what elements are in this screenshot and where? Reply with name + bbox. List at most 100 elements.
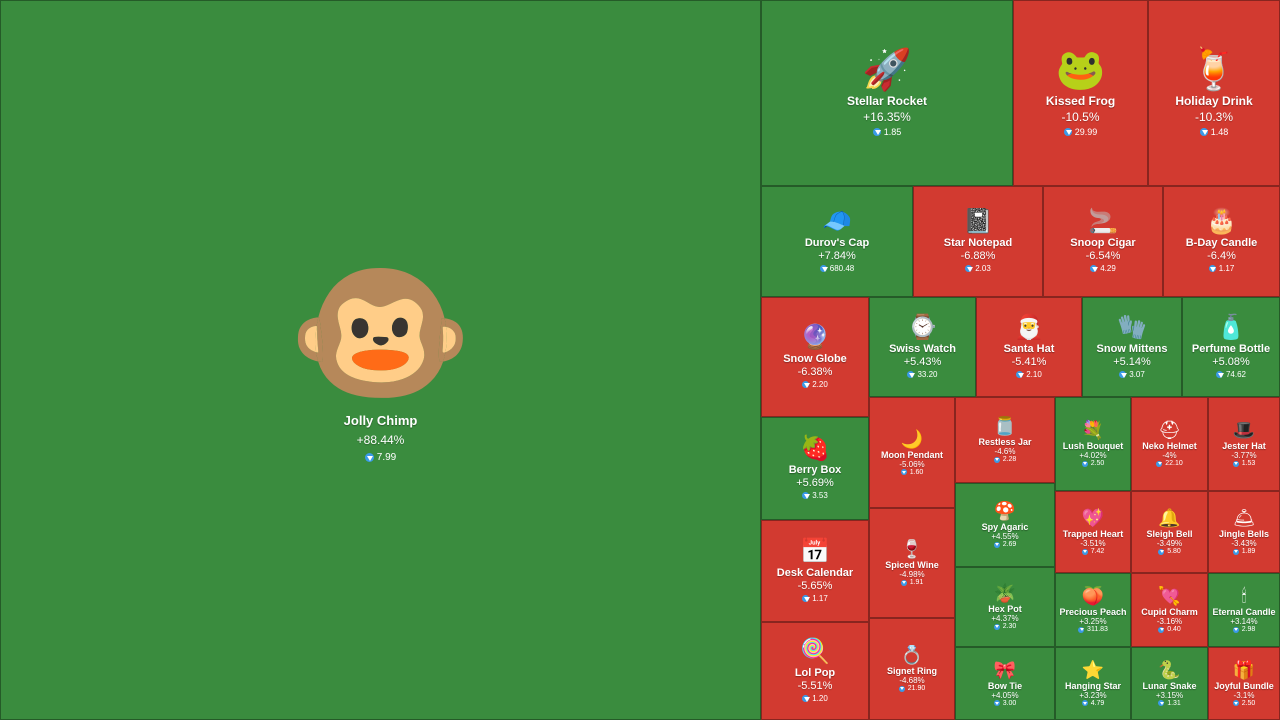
gift-tile-sleigh-bell[interactable]: 🔔 Sleigh Bell -3.49% 5.80 <box>1131 491 1208 573</box>
gift-tile-snow-mittens[interactable]: 🧤 Snow Mittens +5.14% 3.07 <box>1082 297 1182 397</box>
gift-name: Snow Globe <box>783 352 847 365</box>
price-value: 1.48 <box>1210 126 1229 137</box>
price-change: -4.98% <box>899 570 925 579</box>
gift-tile-snoop-cigar[interactable]: 🚬 Snoop Cigar -6.54% 4.29 <box>1043 186 1163 297</box>
price-change: +3.23% <box>1079 690 1107 700</box>
precious-peach-icon: 🍑 <box>1081 586 1105 606</box>
gift-name: Desk Calendar <box>776 566 854 579</box>
price-value: 4.29 <box>1100 264 1116 273</box>
floor-price: 0.40 <box>1158 626 1181 633</box>
snoop-cigar-icon: 🚬 <box>1088 208 1118 235</box>
gift-tile-swiss-watch[interactable]: ⌚ Swiss Watch +5.43% 33.20 <box>869 297 976 397</box>
gift-tile-restless-jar[interactable]: 🫙 Restless Jar -4.6% 2.28 <box>955 397 1055 483</box>
gift-tile-jingle-bells[interactable]: 🛎 Jingle Bells -3.43% 1.89 <box>1208 491 1280 573</box>
bow-tie-icon: 🎀 <box>993 659 1017 680</box>
ton-diamond-icon <box>907 370 916 378</box>
floor-price: 680.48 <box>819 264 855 273</box>
price-value: 680.48 <box>829 264 855 273</box>
price-change: -3.16% <box>1156 617 1183 626</box>
restless-jar-icon: 🫙 <box>993 416 1017 436</box>
gift-name: Kissed Frog <box>1045 93 1116 108</box>
ton-diamond-icon <box>1081 700 1088 706</box>
gift-tile-berry-box[interactable]: 🍓 Berry Box +5.69% 3.53 <box>761 417 869 520</box>
gift-tile-jester-hat[interactable]: 🎩 Jester Hat -3.77% 1.53 <box>1208 397 1280 491</box>
ton-diamond-icon <box>1156 460 1163 467</box>
ton-diamond-icon <box>1158 700 1165 706</box>
gift-tile-signet-ring[interactable]: 💍 Signet Ring -4.68% 21.90 <box>869 618 955 720</box>
price-change: -5.06% <box>899 459 925 469</box>
gift-tile-spy-agaric[interactable]: 🍄 Spy Agaric +4.55% 2.69 <box>955 483 1055 567</box>
gift-tile-spiced-wine[interactable]: 🍷 Spiced Wine -4.98% 1.91 <box>869 508 955 618</box>
gift-tile-santa-hat[interactable]: 🎅 Santa Hat -5.41% 2.10 <box>976 297 1082 397</box>
hex-pot-icon: 🪴 <box>993 583 1017 603</box>
joyful-bundle-icon: 🎁 <box>1232 659 1256 680</box>
gift-tile-perfume-bottle[interactable]: 🧴 Perfume Bottle +5.08% 74.62 <box>1182 297 1280 397</box>
gift-name: Trapped Heart <box>1062 529 1124 539</box>
gift-tile-neko-helmet[interactable]: ⛑ Neko Helmet -4% 22.10 <box>1131 397 1208 491</box>
cupid-charm-icon: 💘 <box>1158 586 1181 606</box>
floor-price: 33.20 <box>907 370 938 379</box>
price-change: -4.68% <box>899 676 925 685</box>
gift-tile-precious-peach[interactable]: 🍑 Precious Peach +3.25% 311.83 <box>1055 573 1131 647</box>
gift-name: Jester Hat <box>1222 441 1266 451</box>
price-value: 2.69 <box>1002 541 1017 548</box>
ton-diamond-icon <box>802 594 810 602</box>
price-change: -10.5% <box>1061 109 1100 124</box>
gift-name: Hex Pot <box>988 604 1022 614</box>
gift-tile-kissed-frog[interactable]: 🐸 Kissed Frog -10.5% 29.99 <box>1013 0 1148 186</box>
price-value: 1.89 <box>1241 548 1256 555</box>
gift-name: Stellar Rocket <box>846 93 928 108</box>
gift-tile-moon-pendant[interactable]: 🌙 Moon Pendant -5.06% 1.60 <box>869 397 955 508</box>
price-change: +3.15% <box>1155 690 1184 700</box>
gift-tile-hex-pot[interactable]: 🪴 Hex Pot +4.37% 2.30 <box>955 567 1055 647</box>
gift-name: Swiss Watch <box>889 342 956 355</box>
gift-tile-lunar-snake[interactable]: 🐍 Lunar Snake +3.15% 1.31 <box>1131 647 1208 720</box>
floor-price: 2.28 <box>993 456 1016 463</box>
gift-tile-eternal-candle[interactable]: 🕯 Eternal Candle +3.14% 2.98 <box>1208 573 1280 647</box>
price-change: -4.6% <box>994 447 1016 456</box>
price-change: -3.51% <box>1080 539 1106 548</box>
gift-tile-bow-tie[interactable]: 🎀 Bow Tie +4.05% 3.00 <box>955 647 1055 720</box>
gift-tile-cupid-charm[interactable]: 💘 Cupid Charm -3.16% 0.40 <box>1131 573 1208 647</box>
gift-tile-hanging-star[interactable]: ⭐ Hanging Star +3.23% 4.79 <box>1055 647 1131 720</box>
ton-diamond-icon <box>993 623 1000 630</box>
signet-ring-icon: 💍 <box>900 645 924 665</box>
price-value: 311.83 <box>1087 626 1108 633</box>
gift-tile-holiday-drink[interactable]: 🍹 Holiday Drink -10.3% 1.48 <box>1148 0 1280 186</box>
floor-price: 7.42 <box>1081 548 1104 555</box>
gift-tile-lol-pop[interactable]: 🍭 Lol Pop -5.51% 1.20 <box>761 622 869 720</box>
gift-tile-jolly-chimp[interactable]: 🐵 Jolly Chimp +88.44% 7.99 <box>0 0 761 720</box>
gift-name: Spiced Wine <box>885 560 939 570</box>
price-value: 0.40 <box>1167 626 1181 633</box>
gift-tile-snow-globe[interactable]: 🔮 Snow Globe -6.38% 2.20 <box>761 297 869 417</box>
gift-tile-durov-s-cap[interactable]: 🧢 Durov's Cap +7.84% 680.48 <box>761 186 913 297</box>
gift-tile-star-notepad[interactable]: 📓 Star Notepad -6.88% 2.03 <box>913 186 1043 297</box>
ton-diamond-icon <box>1215 370 1224 378</box>
jester-hat-icon: 🎩 <box>1232 420 1256 440</box>
santa-hat-icon: 🎅 <box>1014 313 1044 341</box>
floor-price: 1.91 <box>900 579 923 586</box>
gift-tile-trapped-heart[interactable]: 💖 Trapped Heart -3.51% 7.42 <box>1055 491 1131 573</box>
floor-price: 29.99 <box>1063 127 1097 137</box>
gift-name: Signet Ring <box>887 666 937 676</box>
jingle-bells-icon: 🛎 <box>1232 508 1256 528</box>
gift-tile-desk-calendar[interactable]: 📅 Desk Calendar -5.65% 1.17 <box>761 520 869 622</box>
gift-name: Moon Pendant <box>881 449 943 460</box>
floor-price: 2.30 <box>993 623 1016 630</box>
gift-tile-stellar-rocket[interactable]: 🚀 Stellar Rocket +16.35% 1.85 <box>761 0 1013 186</box>
gift-tile-lush-bouquet[interactable]: 💐 Lush Bouquet +4.02% 2.50 <box>1055 397 1131 491</box>
ton-diamond-icon <box>1081 548 1088 555</box>
gift-name: Joyful Bundle <box>1214 680 1274 691</box>
floor-price: 1.17 <box>1208 264 1234 273</box>
price-value: 22.10 <box>1165 460 1183 467</box>
spy-agaric-icon: 🍄 <box>993 501 1017 521</box>
price-value: 21.90 <box>907 685 926 692</box>
gift-tile-joyful-bundle[interactable]: 🎁 Joyful Bundle -3.1% 2.50 <box>1208 647 1280 720</box>
ton-diamond-icon <box>900 579 907 586</box>
durov-s-cap-icon: 🧢 <box>822 208 852 235</box>
perfume-bottle-icon: 🧴 <box>1216 313 1246 341</box>
price-change: -5.51% <box>797 679 833 692</box>
price-value: 2.10 <box>1026 369 1042 379</box>
price-change: +4.05% <box>991 690 1019 700</box>
gift-tile-b-day-candle[interactable]: 🎂 B-Day Candle -6.4% 1.17 <box>1163 186 1280 297</box>
